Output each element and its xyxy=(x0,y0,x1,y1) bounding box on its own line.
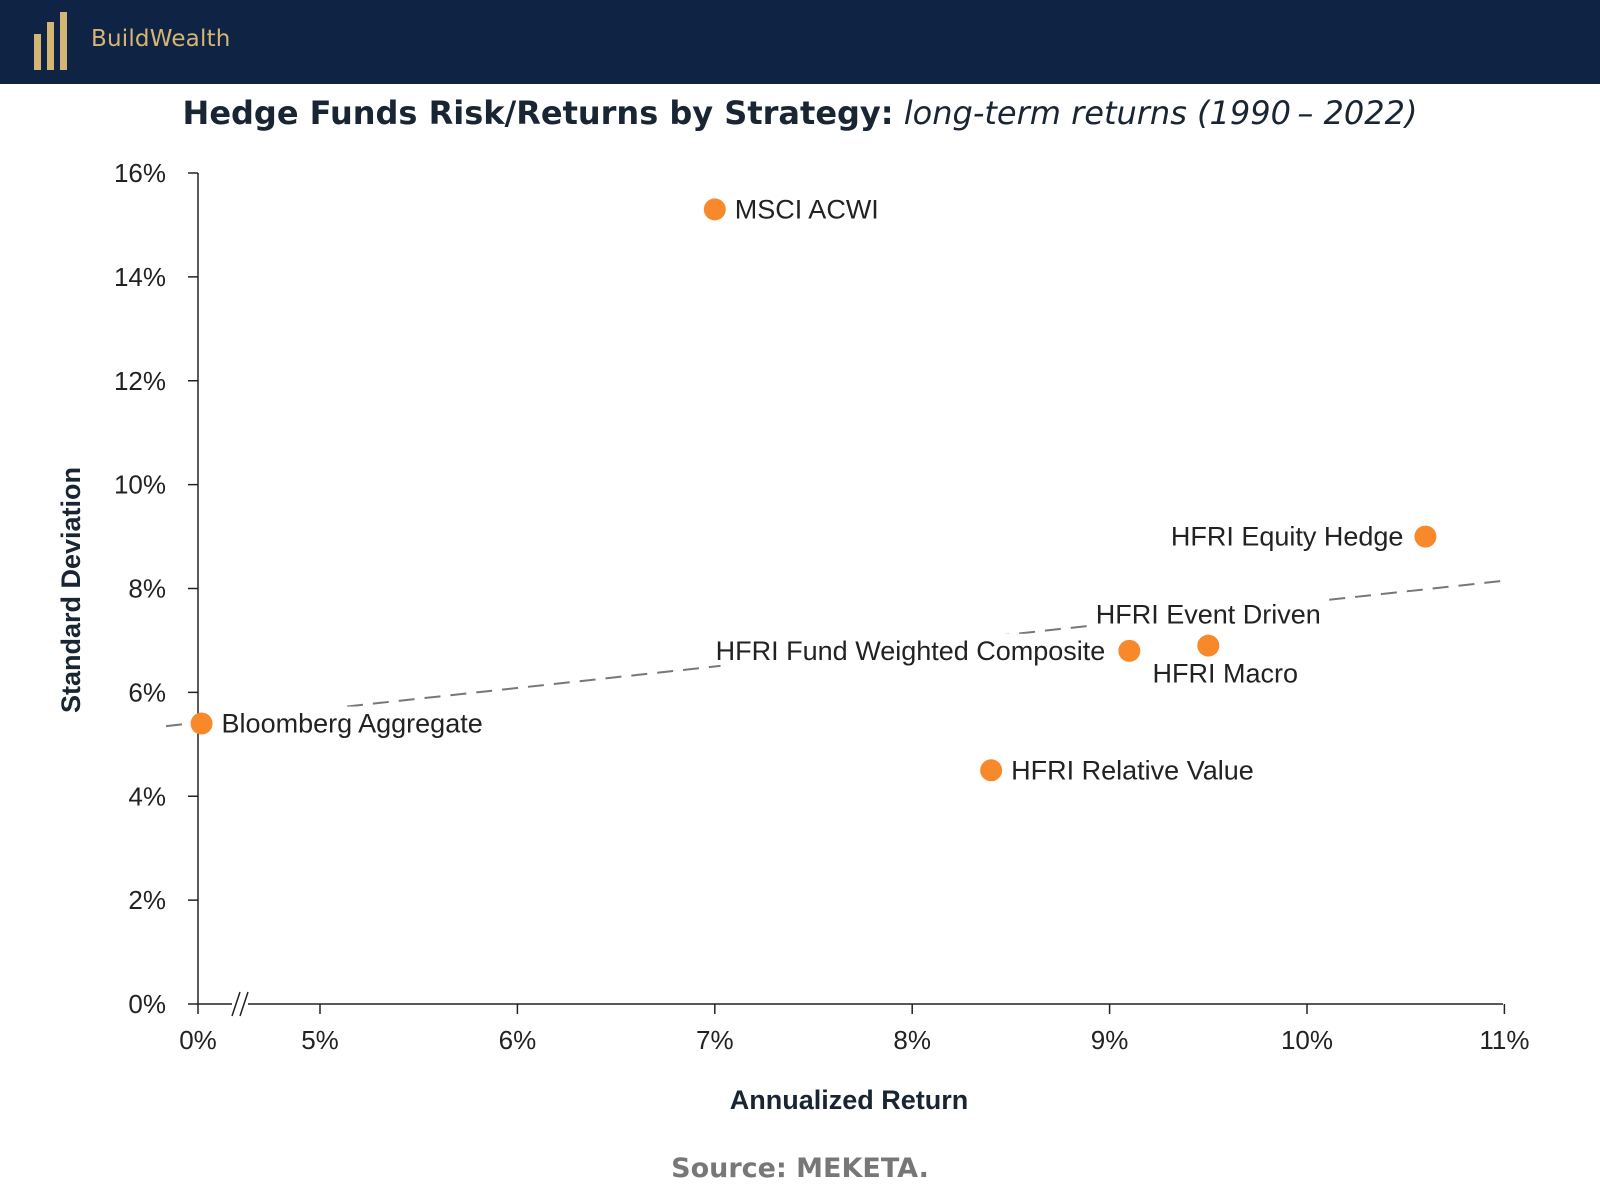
data-label: HFRI Equity Hedge xyxy=(1171,522,1404,552)
axis-break-mark xyxy=(239,991,249,1017)
data-label: HFRI Macro xyxy=(1153,659,1299,689)
y-tick-label: 16% xyxy=(114,158,166,188)
axes: 0% 2% 4% 6% 8% 10% 12% 14% 16% 0% 5% 6% 7% 8% 9% 10% 11% xyxy=(114,158,1530,1055)
points-group: MSCI ACWI HFRI Equity Hedge HFRI Event Dri… xyxy=(190,192,1437,788)
data-point xyxy=(190,712,213,735)
data-label-bg xyxy=(1168,519,1408,554)
data-label-bg xyxy=(217,706,484,741)
y-tick-label: 10% xyxy=(114,470,166,500)
data-label: Bloomberg Aggregate xyxy=(222,709,483,739)
buildwealth-logo-icon xyxy=(34,12,67,70)
data-point xyxy=(1197,634,1220,657)
data-label-bg xyxy=(1153,656,1298,691)
data-label: MSCI ACWI xyxy=(735,194,879,224)
data-point xyxy=(703,198,726,221)
scatter-chart: 0% 2% 4% 6% 8% 10% 12% 14% 16% 0% 5% 6% 7% 8% 9% 10% 11%… xyxy=(56,158,1530,1115)
data-label: HFRI Fund Weighted Composite xyxy=(716,636,1106,666)
x-axis-label: Annualized Return xyxy=(730,1085,969,1115)
y-tick-label: 2% xyxy=(128,885,166,915)
x-tick-label: 8% xyxy=(893,1025,931,1055)
chart-title-italic: long-term returns (1990 – 2022) xyxy=(903,94,1418,132)
x-tick-label: 11% xyxy=(1479,1025,1529,1055)
data-label-bg xyxy=(730,192,862,227)
chart-title-bold: Hedge Funds Risk/Returns by Strategy: xyxy=(182,94,894,132)
data-point xyxy=(1414,525,1437,548)
data-label: HFRI Event Driven xyxy=(1096,600,1321,630)
data-label-bg xyxy=(720,633,1110,668)
x-tick-label: 5% xyxy=(301,1025,339,1055)
source-note: Source: MEKETA. xyxy=(671,1153,929,1184)
y-tick-label: 12% xyxy=(114,366,166,396)
x-tick-label: 0% xyxy=(179,1025,217,1055)
y-axis-label: Standard Deviation xyxy=(56,467,86,713)
y-tick-label: 0% xyxy=(128,989,166,1019)
y-tick-label: 8% xyxy=(128,574,166,604)
brand-name: BuildWealth xyxy=(91,26,231,52)
data-point xyxy=(980,759,1003,782)
header-bar: BuildWealth xyxy=(0,0,1600,84)
axis-break-gap xyxy=(232,992,248,1016)
data-label-bg xyxy=(1088,597,1328,632)
x-tick-label: 10% xyxy=(1281,1025,1333,1055)
y-tick-label: 6% xyxy=(128,677,166,707)
y-tick-label: 4% xyxy=(128,781,166,811)
x-tick-label: 6% xyxy=(499,1025,537,1055)
x-tick-label: 7% xyxy=(696,1025,734,1055)
axis-break-mark xyxy=(231,991,241,1017)
data-label-bg xyxy=(1007,753,1274,788)
data-label: HFRI Relative Value xyxy=(1011,755,1254,785)
data-point xyxy=(1118,639,1141,662)
y-tick-label: 14% xyxy=(114,262,166,292)
chart-title: Hedge Funds Risk/Returns by Strategy: lo… xyxy=(0,94,1600,132)
x-tick-label: 9% xyxy=(1091,1025,1129,1055)
